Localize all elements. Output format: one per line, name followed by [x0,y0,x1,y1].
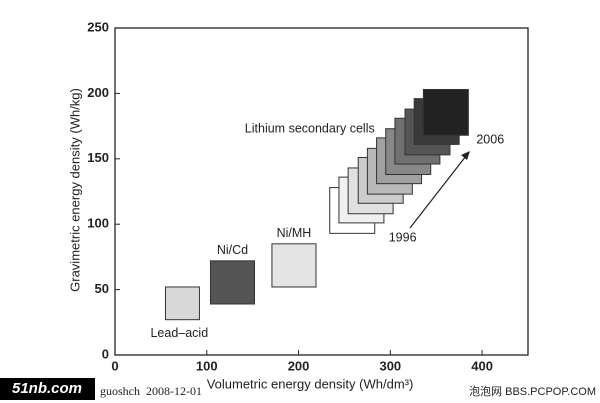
watermark-badge [0,378,95,400]
y-tick-label: 50 [95,281,109,296]
trend-arrow [409,155,467,229]
year-label: 2006 [476,132,504,146]
x-axis-label: Volumetric energy density (Wh/dm³) [207,376,414,391]
watermark: 51nb.com [12,380,82,397]
y-tick-label: 250 [87,19,109,34]
region-label: Ni/MH [277,226,312,240]
x-tick-label: 400 [471,358,493,373]
y-tick-label: 150 [87,150,109,165]
x-tick-label: 0 [111,358,118,373]
y-tick-label: 100 [87,216,109,231]
x-tick-label: 300 [379,358,401,373]
region-label: Lithium secondary cells [245,121,375,135]
y-tick-label: 0 [102,346,109,361]
y-tick-label: 200 [87,85,109,100]
y-axis-label: Gravimetric energy density (Wh/kg) [67,88,82,292]
region-label: Lead–acid [150,326,208,340]
year-label: 1996 [389,230,417,244]
region-box [271,243,317,288]
region-label: Ni/Cd [217,243,248,257]
arrow-head [461,151,470,160]
watermark: 泡泡网 BBS.PCPOP.COM [469,384,596,398]
x-tick-label: 100 [196,358,218,373]
plot-frame [114,27,529,356]
region-box [164,286,200,321]
region-box [209,260,256,305]
lithium-box [422,88,469,136]
x-tick-label: 200 [288,358,310,373]
watermark: guoshch 2008-12-01 [100,384,202,398]
